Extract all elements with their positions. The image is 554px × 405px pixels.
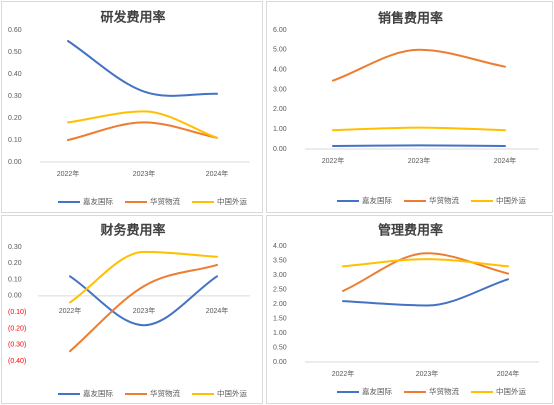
y-tick-label: 0.30 [8,93,22,100]
chart-title: 管理费用率 [378,223,443,239]
series-line [69,263,218,353]
y-tick-label: 0.00 [273,146,287,153]
x-tick-label: 2022年 [59,306,82,315]
y-tick-label: 3.00 [273,272,287,279]
y-tick-label: 0.40 [8,71,22,78]
legend-label: 中国外运 [217,196,247,206]
y-tick-label: 1.00 [273,126,287,133]
y-tick-label: 3.50 [273,257,287,264]
y-tick-label: 0.00 [8,293,22,300]
legend-label: 嘉友国际 [362,386,392,396]
series-line [69,275,218,327]
y-tick-label: 4.00 [273,67,287,74]
y-tick-label: (0.40) [8,358,26,365]
y-tick-label: 0.50 [8,49,22,56]
y-tick-label: 0.20 [8,260,22,267]
y-tick-label: 3.00 [273,86,287,93]
series-line [69,250,218,304]
legend-label: 华贸物流 [429,195,459,205]
y-tick-label: 2.00 [273,106,287,113]
x-tick-label: 2022年 [332,369,355,378]
series-line [332,126,506,132]
series-line [342,258,509,268]
y-tick-label: (0.20) [8,325,26,332]
series-line [67,110,218,139]
y-tick-label: (0.30) [8,342,26,349]
x-tick-label: 2024年 [494,156,517,165]
x-tick-label: 2024年 [497,369,520,378]
legend-label: 中国外运 [217,388,247,398]
chart-panel-rd: 研发费用率 0.00 0.10 0.20 0.30 0.40 0.50 0.60 2022年 20… [1,1,263,213]
y-tick-label: 2.00 [273,301,287,308]
y-tick-label: 2.50 [273,286,287,293]
legend-label: 嘉友国际 [362,195,392,205]
legend-label: 嘉友国际 [83,388,113,398]
x-tick-label: 2023年 [416,369,439,378]
x-tick-label: 2024年 [206,169,229,178]
y-tick-label: 0.10 [8,276,22,283]
chart-panel-admin: 管理费用率 0.00 0.50 1.00 1.50 2.00 2.50 3.00 3.50 4.0… [266,215,553,404]
legend-label: 华贸物流 [150,196,180,206]
x-tick-label: 2022年 [57,169,80,178]
chart-title: 财务费用率 [100,223,165,239]
legend-label: 华贸物流 [150,388,180,398]
chart-sales: 销售费用率 0.00 1.00 2.00 3.00 4.00 5.00 6.00 2022年 20… [273,11,539,205]
y-tick-label: 6.00 [273,27,287,34]
x-tick-label: 2023年 [133,169,156,178]
y-tick-label: 1.50 [273,315,287,322]
legend-label: 中国外运 [496,386,526,396]
legend-label: 华贸物流 [429,386,459,396]
chart-finance: 财务费用率 0.30 0.20 0.10 0.00 (0.10) (0.20) (0.30) (… [8,223,250,398]
series-line [342,252,509,292]
x-tick-label: 2024年 [206,306,229,315]
chart-title: 销售费用率 [378,11,443,27]
y-tick-label: 1.00 [273,330,287,337]
x-tick-label: 2023年 [408,156,431,165]
chart-panel-sales: 销售费用率 0.00 1.00 2.00 3.00 4.00 5.00 6.00 2022年 20… [266,1,553,213]
y-tick-label: 0.00 [8,159,22,166]
series-line [67,121,218,141]
legend-label: 嘉友国际 [83,196,113,206]
y-tick-label: 0.20 [8,115,22,122]
series-line [342,278,509,307]
y-tick-label: 0.30 [8,244,22,251]
x-tick-label: 2023年 [133,306,156,315]
legend-label: 中国外运 [496,195,526,205]
y-tick-label: 0.50 [273,344,287,351]
chart-title: 研发费用率 [100,10,165,26]
chart-panel-finance: 财务费用率 0.30 0.20 0.10 0.00 (0.10) (0.20) (0.30) (… [1,215,263,404]
y-tick-label: 0.00 [273,359,287,366]
y-tick-label: 0.10 [8,137,22,144]
y-tick-label: 4.00 [273,243,287,250]
x-tick-label: 2022年 [322,156,345,165]
y-tick-label: 5.00 [273,47,287,54]
series-line [332,48,506,82]
chart-rd: 研发费用率 0.00 0.10 0.20 0.30 0.40 0.50 0.60 2022年 20… [8,10,250,206]
y-tick-label: 0.60 [8,27,22,34]
chart-admin: 管理费用率 0.00 0.50 1.00 1.50 2.00 2.50 3.00 3.50 4.0… [273,223,539,396]
series-line [67,40,218,97]
y-tick-label: (0.10) [8,309,26,316]
series-line [332,144,506,147]
